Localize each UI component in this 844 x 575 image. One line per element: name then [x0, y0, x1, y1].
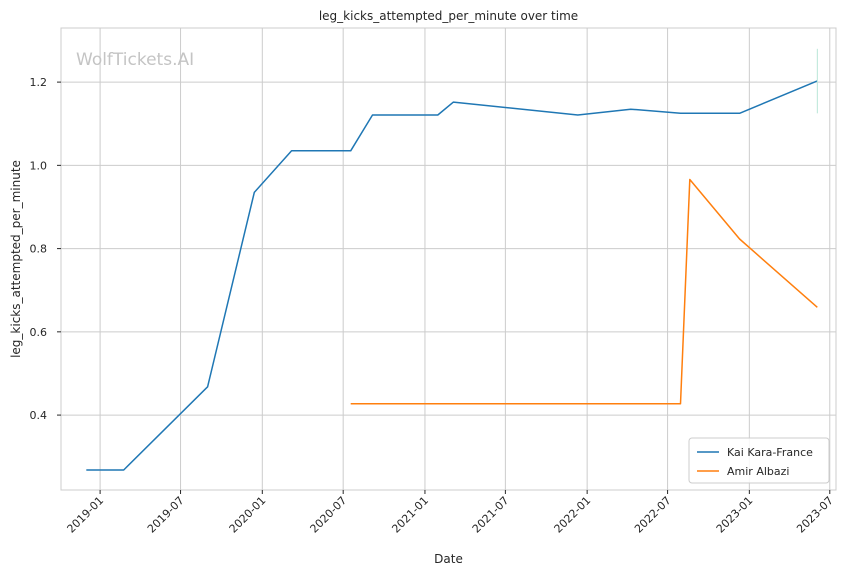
y-tick-label: 1.2 [30, 76, 48, 89]
legend: Kai Kara-France Amir Albazi [688, 437, 830, 484]
legend-label: Amir Albazi [727, 465, 789, 478]
chart-title: leg_kicks_attempted_per_minute over time [319, 9, 578, 23]
legend-box [688, 437, 830, 484]
x-tick-label: 2021-01 [389, 494, 431, 536]
series-layer [86, 80, 818, 471]
x-tick-label: 2021-07 [470, 494, 512, 536]
y-axis: 0.4 0.6 0.8 1.0 1.2 [30, 76, 61, 422]
x-tick-label: 2019-01 [65, 494, 107, 536]
x-tick-label: 2022-01 [552, 494, 594, 536]
x-axis-label: Date [434, 552, 463, 566]
y-tick-label: 0.4 [30, 409, 48, 422]
x-tick-label: 2020-07 [308, 494, 350, 536]
y-axis-label: leg_kicks_attempted_per_minute [9, 160, 23, 358]
y-tick-label: 0.6 [30, 326, 48, 339]
series-line [350, 178, 818, 405]
x-tick-label: 2023-07 [794, 494, 836, 536]
y-tick-label: 1.0 [30, 159, 48, 172]
x-tick-label: 2023-01 [714, 494, 756, 536]
x-tick-label: 2019-07 [145, 494, 187, 536]
plot-area [60, 27, 837, 491]
grid [61, 28, 836, 490]
legend-label: Kai Kara-France [727, 446, 813, 459]
x-tick-label: 2022-07 [632, 494, 674, 536]
x-tick-label: 2020-01 [227, 494, 269, 536]
x-axis: 2019-01 2019-07 2020-01 2020-07 2021-01 2021-… [65, 490, 836, 536]
series-line [86, 80, 818, 471]
y-tick-label: 0.8 [30, 243, 48, 256]
watermark: WolfTickets.AI [76, 50, 194, 70]
